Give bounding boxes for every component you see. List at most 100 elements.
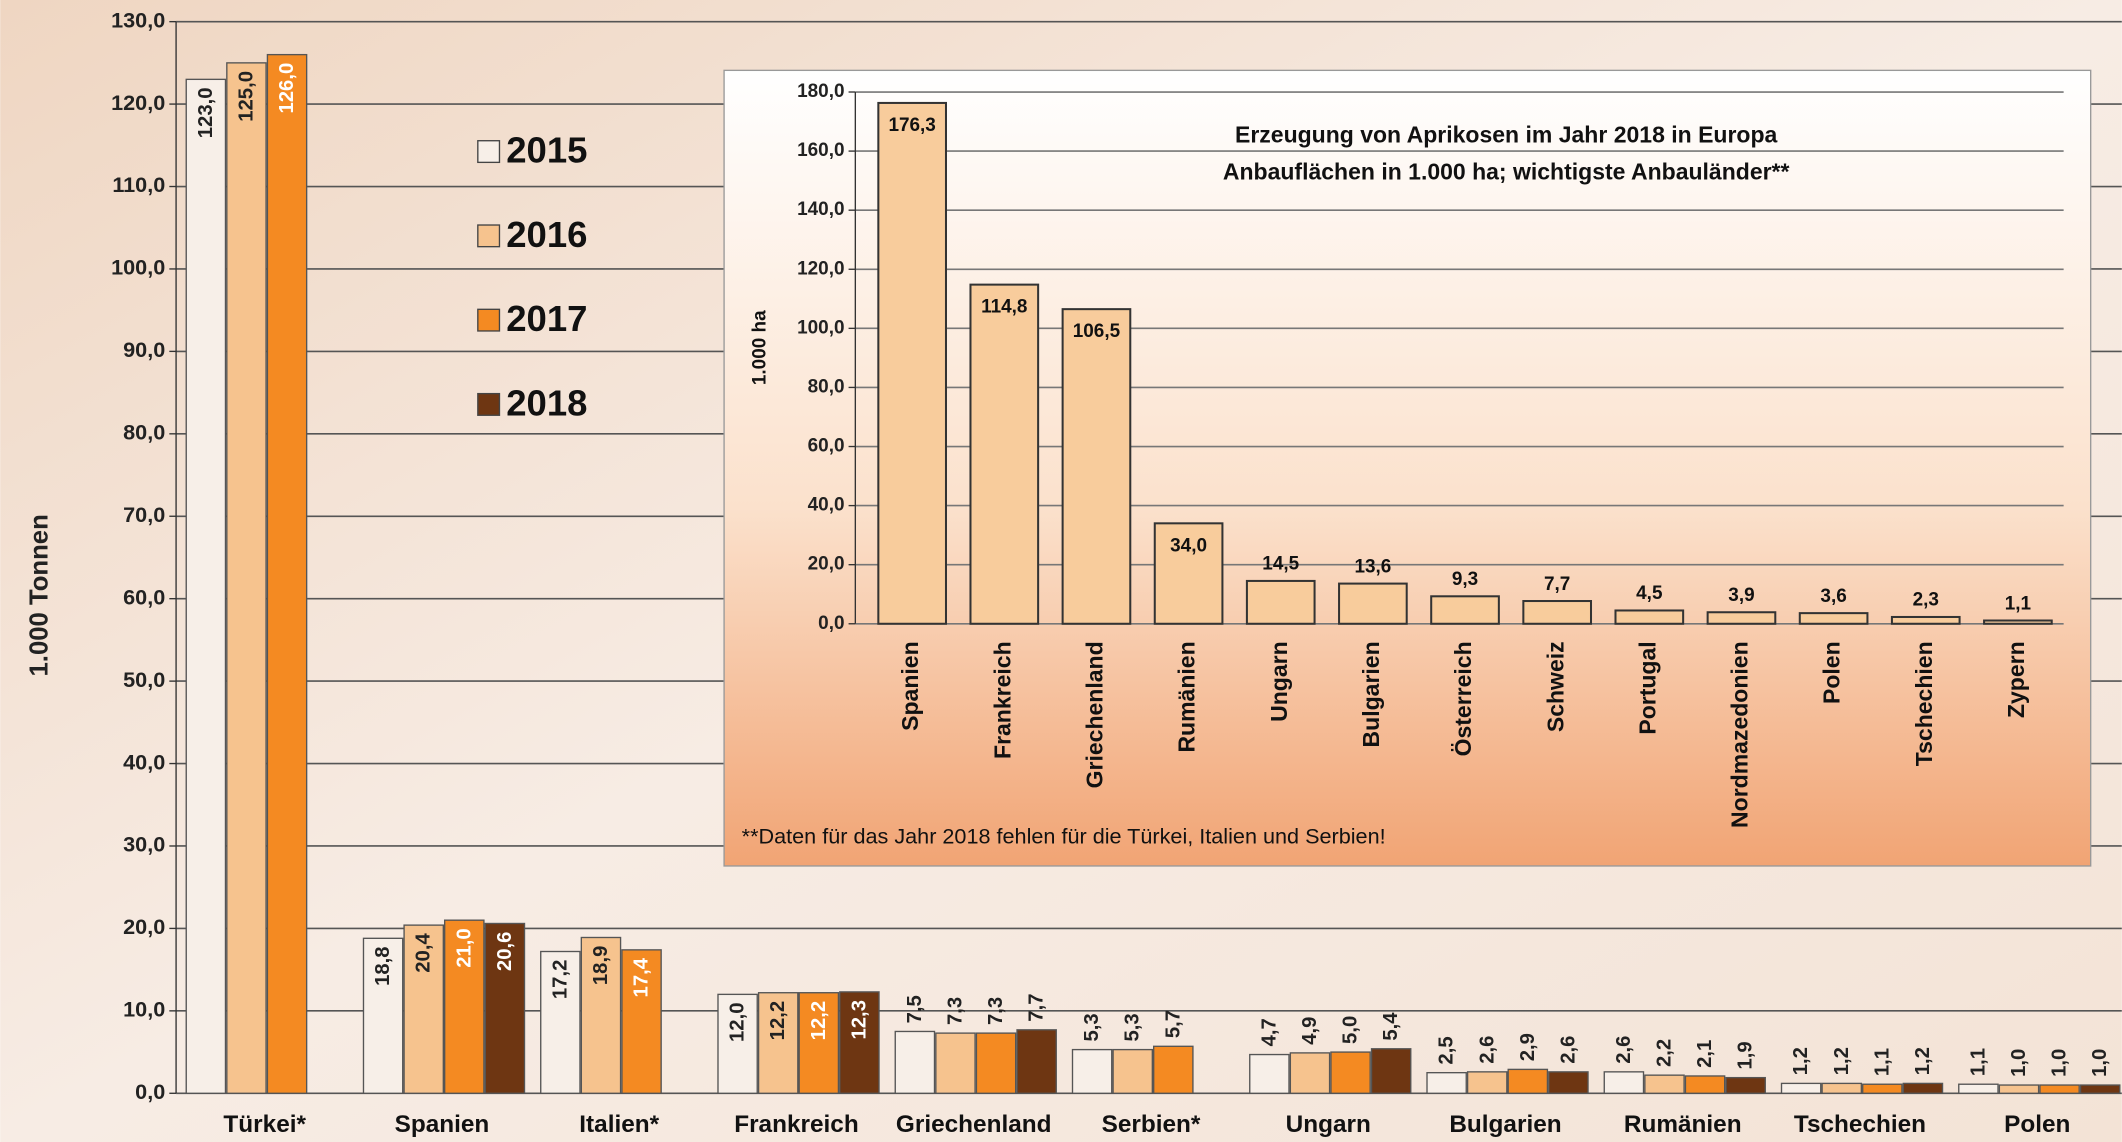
x-tick-label: Österreich <box>1450 641 1476 756</box>
bar <box>484 922 526 1094</box>
y-tick-label: 100,0 <box>111 255 165 280</box>
bar <box>1706 611 1777 625</box>
bar <box>1330 1051 1371 1094</box>
bar <box>1821 1082 1863 1094</box>
bar <box>1958 1083 1999 1094</box>
bar <box>1153 522 1224 625</box>
bar <box>266 53 308 1094</box>
value-label: 1,2 <box>1790 1047 1812 1075</box>
y-tick-label: 60,0 <box>808 436 845 457</box>
value-label: 7,7 <box>1544 574 1570 595</box>
value-label: 2,6 <box>1476 1036 1498 1064</box>
value-label: 2,1 <box>1694 1040 1716 1068</box>
bar <box>1153 1045 1194 1094</box>
y-tick-label: 10,0 <box>123 997 165 1022</box>
bar <box>540 950 581 1094</box>
bar <box>403 924 444 1094</box>
value-label: 2,5 <box>1436 1036 1458 1064</box>
value-label: 1,0 <box>2049 1049 2071 1077</box>
value-label: 14,5 <box>1262 554 1299 575</box>
bar <box>1890 615 1961 625</box>
bar <box>1289 1052 1331 1094</box>
bar <box>877 101 948 625</box>
bar <box>975 1032 1017 1094</box>
bar <box>1725 1076 1766 1094</box>
value-label: 4,9 <box>1299 1017 1321 1045</box>
x-tick-label: Nordmazedonien <box>1727 641 1753 828</box>
value-label: 34,0 <box>1170 535 1207 556</box>
value-label: 1,1 <box>1967 1048 1989 1076</box>
bar <box>1112 1048 1154 1094</box>
bar <box>1522 600 1593 625</box>
value-label: 5,7 <box>1162 1010 1184 1038</box>
value-label: 4,7 <box>1258 1018 1280 1046</box>
value-label: 9,3 <box>1452 569 1478 590</box>
value-label: 1,1 <box>2005 593 2031 614</box>
value-label: 1,0 <box>2008 1049 2030 1077</box>
legend-swatch <box>477 224 501 248</box>
value-label: 126,0 <box>276 63 298 114</box>
value-label: 13,6 <box>1354 556 1391 577</box>
value-label: 106,5 <box>1073 321 1120 342</box>
bar <box>1998 1084 2040 1094</box>
y-tick-label: 160,0 <box>797 140 844 161</box>
x-tick-label: Polen <box>1819 641 1845 704</box>
value-label: 5,0 <box>1340 1016 1362 1044</box>
value-label: 2,2 <box>1654 1039 1676 1067</box>
bar <box>894 1030 936 1094</box>
value-label: 18,9 <box>590 946 612 985</box>
value-label: 7,5 <box>904 995 926 1023</box>
value-label: 12,2 <box>767 1001 789 1040</box>
value-label: 4,5 <box>1636 583 1662 604</box>
value-label: 2,3 <box>1913 590 1939 611</box>
bar <box>2039 1084 2080 1094</box>
bar <box>798 992 840 1094</box>
bar <box>1614 609 1685 625</box>
bar <box>362 937 404 1094</box>
y-tick-label: 100,0 <box>797 317 844 338</box>
x-tick-label: Zypern <box>2003 641 2029 718</box>
x-tick-label: Bulgarien <box>1449 1111 1561 1138</box>
bar <box>2079 1084 2121 1094</box>
value-label: 2,6 <box>1613 1036 1635 1064</box>
x-tick-label: Portugal <box>1634 641 1660 734</box>
y-tick-label: 0,0 <box>135 1079 165 1104</box>
value-label: 7,7 <box>1026 993 1048 1021</box>
x-tick-label: Rumänien <box>1624 1111 1742 1138</box>
bar <box>1507 1068 1549 1094</box>
y-tick-label: 30,0 <box>123 832 165 857</box>
inset-y-axis-label: 1.000 ha <box>750 310 771 385</box>
bar <box>580 936 622 1094</box>
x-tick-label: Spanien <box>395 1111 490 1138</box>
legend-label: 2016 <box>506 214 587 255</box>
x-tick-label: Frankreich <box>989 641 1015 759</box>
y-tick-label: 180,0 <box>797 81 844 102</box>
y-tick-label: 40,0 <box>123 749 165 774</box>
value-label: 1,9 <box>1735 1041 1757 1069</box>
value-label: 20,6 <box>494 932 516 971</box>
value-label: 3,6 <box>1820 586 1846 607</box>
legend-label: 2017 <box>506 298 587 339</box>
inset-title: Erzeugung von Aprikosen im Jahr 2018 in … <box>1235 122 1778 148</box>
value-label: 2,6 <box>1557 1036 1579 1064</box>
bar <box>1016 1029 1057 1094</box>
x-tick-label: Tschechien <box>1911 641 1937 766</box>
y-tick-label: 40,0 <box>808 495 845 516</box>
legend-label: 2018 <box>506 382 587 423</box>
value-label: 17,2 <box>549 960 571 999</box>
bar <box>226 62 267 1094</box>
bar <box>1466 1071 1508 1094</box>
bar <box>1061 308 1132 625</box>
bar <box>1862 1083 1903 1094</box>
inset-panel <box>723 69 2092 867</box>
value-label: 7,3 <box>985 997 1007 1025</box>
inset-footnote: **Daten für das Jahr 2018 fehlen für die… <box>742 823 1386 848</box>
y-tick-label: 140,0 <box>797 199 844 220</box>
y-tick-label: 70,0 <box>123 502 165 527</box>
bar <box>757 992 799 1094</box>
legend-swatch <box>477 308 501 332</box>
bar <box>1603 1071 1645 1094</box>
bar <box>969 283 1040 625</box>
